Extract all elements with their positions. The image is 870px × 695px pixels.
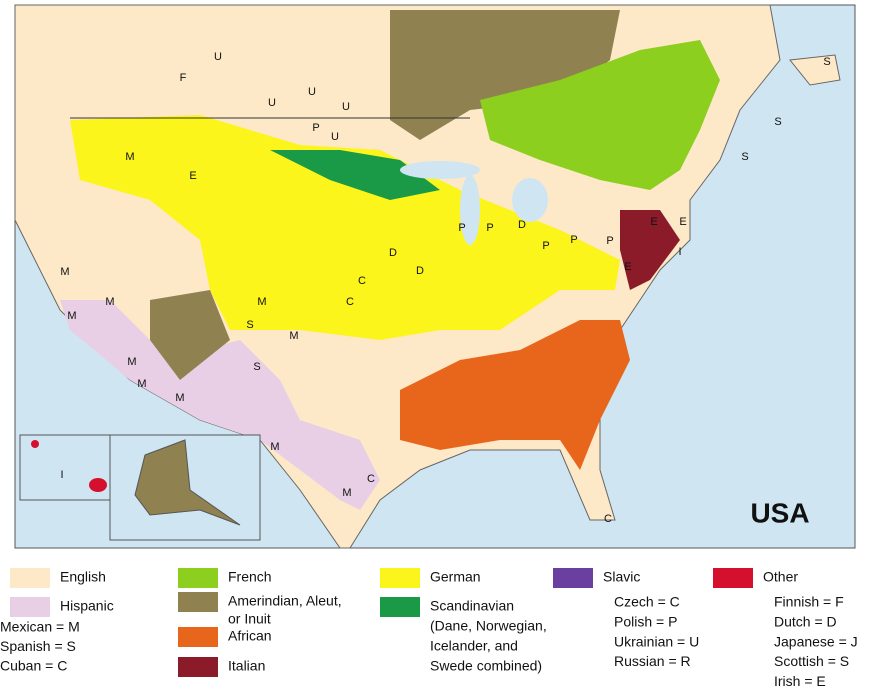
legend-sublabel: Spanish = S xyxy=(0,638,76,654)
legend-label: Slavic xyxy=(603,569,640,585)
amerindian-sw xyxy=(150,290,230,380)
map-title: USA xyxy=(750,497,809,528)
legend-sublabel: Ukrainian = U xyxy=(614,633,699,649)
map-label: F xyxy=(180,72,187,84)
map-label: C xyxy=(358,275,366,287)
legend-sublabel: Polish = P xyxy=(614,614,677,630)
legend-label: French xyxy=(228,569,272,585)
legend-sublabel: Cuban = C xyxy=(0,658,67,674)
newfoundland xyxy=(789,54,841,86)
hawaii xyxy=(89,478,107,492)
map-label: S xyxy=(774,116,781,128)
map-label: D xyxy=(416,265,424,277)
map-label: M xyxy=(125,151,134,163)
map-label: M xyxy=(60,266,69,278)
legend-label: Italian xyxy=(228,658,265,674)
legend-label: Swede combined) xyxy=(430,658,542,674)
french-quebec xyxy=(480,40,720,190)
map-label: M xyxy=(270,441,279,453)
map-label: P xyxy=(458,222,465,234)
map-label: E xyxy=(189,170,196,182)
map-label: S xyxy=(823,56,830,68)
map-label: C xyxy=(604,513,612,525)
map-label: U xyxy=(308,86,316,98)
legend-swatch xyxy=(10,568,50,588)
map-label: C xyxy=(346,296,354,308)
legend-swatch xyxy=(380,597,420,617)
legend-swatch xyxy=(178,568,218,588)
legend-swatch xyxy=(10,597,50,617)
map-label: S xyxy=(253,361,260,373)
legend-label: German xyxy=(430,569,481,585)
map-label: P xyxy=(486,222,493,234)
legend-swatch xyxy=(178,627,218,647)
legend-sublabel: Mexican = M xyxy=(0,619,80,635)
lake-huron xyxy=(512,178,548,222)
legend-label: African xyxy=(228,628,272,644)
legend-swatch xyxy=(178,592,218,612)
legend-swatch xyxy=(553,568,593,588)
hawaii xyxy=(31,440,39,448)
italian-ne xyxy=(620,210,680,290)
german-belt xyxy=(70,115,620,340)
map-label: U xyxy=(331,131,339,143)
legend-label: Hispanic xyxy=(60,598,114,614)
map-label: M xyxy=(289,330,298,342)
map-label: M xyxy=(67,310,76,322)
legend-label: or Inuit xyxy=(228,611,271,627)
legend: English Hispanic Mexican = M Spanish = S Cub… xyxy=(0,568,858,689)
lake-michigan xyxy=(460,175,480,245)
map-label: M xyxy=(137,378,146,390)
map-label: I xyxy=(678,246,681,258)
map-label: P xyxy=(542,240,549,252)
map-label: U xyxy=(342,101,350,113)
hispanic-sw xyxy=(60,300,380,510)
legend-swatch xyxy=(178,657,218,677)
map-label: C xyxy=(367,473,375,485)
legend-swatch xyxy=(713,568,753,588)
map-label: U xyxy=(268,97,276,109)
map-label: S xyxy=(741,151,748,163)
map-label: M xyxy=(127,356,136,368)
legend-swatch xyxy=(380,568,420,588)
map-label: E xyxy=(650,216,657,228)
map-label: I xyxy=(60,469,63,481)
legend-sublabel: Dutch = D xyxy=(774,614,837,630)
legend-label: Icelander, and xyxy=(430,638,518,654)
legend-label: Other xyxy=(763,569,798,585)
map-label: P xyxy=(570,234,577,246)
map-label: M xyxy=(342,487,351,499)
legend-label: English xyxy=(60,569,106,585)
map-label: M xyxy=(257,296,266,308)
legend-label: Amerindian, Aleut, xyxy=(228,593,342,609)
legend-label: (Dane, Norwegian, xyxy=(430,618,547,634)
map-label: S xyxy=(246,319,253,331)
amerindian-north xyxy=(390,10,620,140)
alaska xyxy=(134,439,241,526)
map-label: U xyxy=(214,51,222,63)
scandinavian xyxy=(270,150,440,200)
african-se xyxy=(400,320,630,470)
map-label: M xyxy=(175,392,184,404)
map-label: E xyxy=(624,261,631,273)
legend-sublabel: Scottish = S xyxy=(774,653,849,669)
lake-superior xyxy=(400,161,480,179)
map-label: D xyxy=(518,219,526,231)
map-label: P xyxy=(312,122,319,134)
legend-sublabel: Irish = E xyxy=(774,673,826,689)
map-label: M xyxy=(105,296,114,308)
map-label: E xyxy=(679,216,686,228)
legend-label: Scandinavian xyxy=(430,598,514,614)
legend-sublabel: Finnish = F xyxy=(774,594,844,610)
legend-sublabel: Japanese = J xyxy=(774,633,858,649)
map-label: P xyxy=(606,235,613,247)
legend-sublabel: Czech = C xyxy=(614,594,680,610)
legend-sublabel: Russian = R xyxy=(614,653,691,669)
map-label: D xyxy=(389,247,397,259)
